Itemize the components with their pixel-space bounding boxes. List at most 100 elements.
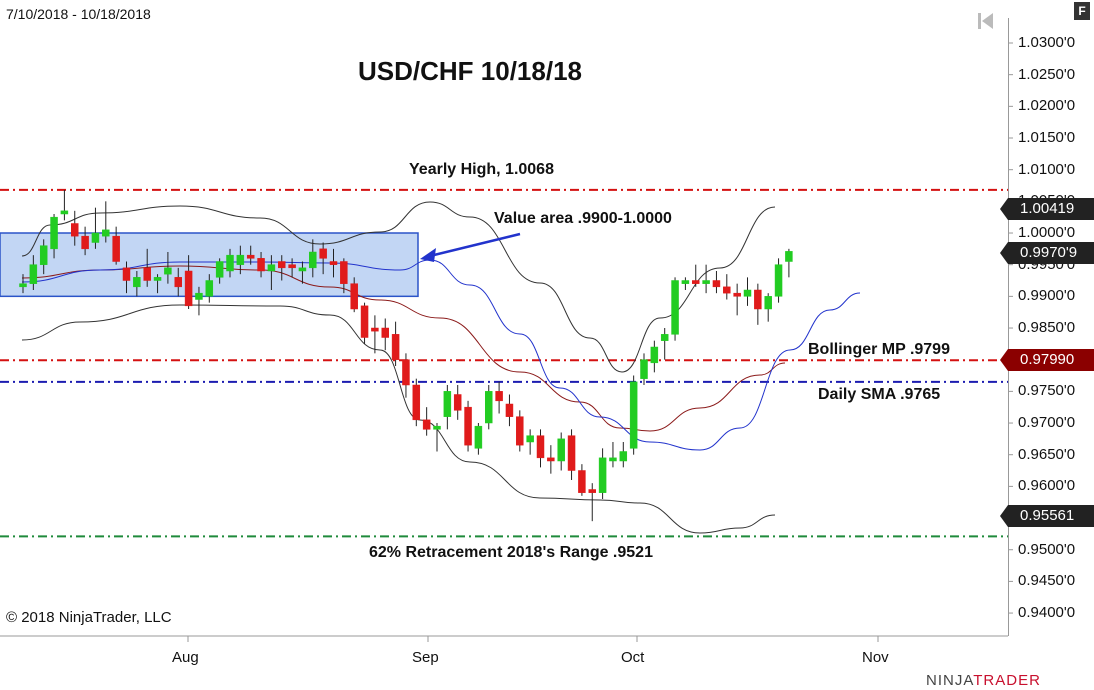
candle bbox=[402, 353, 410, 398]
candle bbox=[226, 248, 234, 278]
candle-body bbox=[422, 419, 431, 430]
candle bbox=[143, 248, 151, 287]
y-tick-label: 1.0250'0 bbox=[1018, 65, 1076, 83]
candle-body bbox=[50, 216, 58, 250]
candle bbox=[485, 385, 493, 430]
bollinger-midpoint-line bbox=[21, 265, 786, 432]
candle bbox=[164, 252, 172, 284]
candle-body bbox=[29, 264, 38, 284]
candle-body bbox=[754, 289, 762, 310]
candle-body bbox=[774, 264, 783, 297]
candle-body bbox=[329, 261, 338, 265]
y-tick-label: 0.9850'0 bbox=[1018, 319, 1076, 337]
candle bbox=[640, 353, 648, 385]
brand-ninja: NINJA bbox=[926, 672, 974, 689]
x-tick-label: Nov bbox=[862, 649, 889, 666]
candle bbox=[474, 423, 483, 455]
y-tick-label: 1.0200'0 bbox=[1018, 97, 1076, 115]
y-tick-label: 1.0000'0 bbox=[1018, 224, 1076, 242]
candle bbox=[754, 283, 762, 325]
y-tick-label: 0.9400'0 bbox=[1018, 604, 1076, 622]
candle bbox=[319, 242, 327, 275]
candle-body bbox=[226, 254, 234, 272]
candle-body bbox=[785, 251, 793, 262]
candle-body bbox=[402, 359, 410, 386]
x-tick-label: Aug bbox=[172, 649, 199, 666]
candle-body bbox=[340, 261, 348, 284]
candle-body bbox=[122, 267, 131, 281]
candle bbox=[60, 189, 69, 221]
candle-body bbox=[547, 457, 555, 462]
candle bbox=[309, 239, 317, 278]
candle bbox=[350, 277, 358, 313]
upper-band-price-tag: 1.00419 bbox=[1000, 198, 1094, 220]
candle bbox=[102, 201, 110, 243]
candle bbox=[340, 258, 348, 294]
candle-body bbox=[650, 346, 659, 364]
candle bbox=[184, 255, 193, 309]
daily-sma-annotation: Daily SMA .9765 bbox=[818, 386, 941, 403]
candle bbox=[267, 255, 276, 290]
value-area-arrow bbox=[420, 232, 521, 262]
bollinger-mp-annotation: Bollinger MP .9799 bbox=[808, 341, 950, 358]
y-tick-label: 0.9450'0 bbox=[1018, 572, 1076, 590]
candle bbox=[712, 271, 721, 294]
candle-body bbox=[195, 292, 203, 300]
candle bbox=[505, 394, 514, 427]
y-tick-label: 0.9900'0 bbox=[1018, 287, 1076, 305]
candle-body bbox=[443, 391, 452, 417]
candle-body bbox=[246, 254, 255, 259]
candle bbox=[619, 442, 628, 468]
candle bbox=[205, 274, 214, 303]
retracement-annotation: 62% Retracement 2018's Range .9521 bbox=[369, 544, 653, 561]
candle bbox=[381, 318, 389, 351]
candle bbox=[598, 448, 607, 499]
candle-body bbox=[309, 251, 317, 269]
candle bbox=[29, 255, 38, 290]
brand-logo: NINJATRADER bbox=[926, 672, 1041, 689]
candle bbox=[588, 483, 596, 522]
y-tick-label: 1.0300'0 bbox=[1018, 34, 1076, 51]
candle-body bbox=[588, 489, 596, 493]
lower-band-price-tag: 0.95561 bbox=[1000, 505, 1094, 527]
y-tick-label: 0.9650'0 bbox=[1018, 445, 1076, 463]
candle-body bbox=[71, 223, 79, 237]
candle bbox=[298, 261, 307, 284]
candle-body bbox=[19, 283, 27, 288]
candle-body bbox=[319, 248, 327, 259]
candle bbox=[112, 226, 120, 265]
candle bbox=[246, 245, 255, 265]
candle-body bbox=[640, 359, 648, 379]
bollinger-upper-band bbox=[21, 201, 776, 373]
candle-body bbox=[205, 280, 214, 297]
candle bbox=[702, 264, 710, 294]
candle bbox=[257, 252, 265, 278]
candle bbox=[453, 385, 462, 420]
candle-body bbox=[81, 235, 89, 250]
candle bbox=[71, 210, 79, 246]
candle bbox=[278, 255, 286, 281]
candle bbox=[288, 258, 296, 278]
y-tick-label: 0.9750'0 bbox=[1018, 382, 1076, 400]
skip-back-icon[interactable] bbox=[976, 10, 996, 32]
candle-body bbox=[236, 254, 245, 265]
candle-body bbox=[133, 277, 141, 288]
candle-body bbox=[474, 425, 483, 449]
candle-body bbox=[712, 280, 721, 288]
candle-body bbox=[743, 289, 752, 297]
candle-body bbox=[184, 270, 193, 307]
candle bbox=[236, 245, 245, 275]
candle bbox=[122, 261, 131, 294]
candle-body bbox=[485, 391, 493, 424]
candle bbox=[360, 302, 369, 344]
format-button[interactable]: F bbox=[1074, 2, 1090, 20]
candle-body bbox=[298, 267, 307, 272]
candle-body bbox=[723, 286, 731, 294]
candle-body bbox=[516, 416, 524, 446]
candle-body bbox=[360, 305, 369, 338]
candle-body bbox=[619, 451, 628, 462]
candle-body bbox=[464, 406, 472, 446]
candle-body bbox=[660, 334, 669, 341]
candle bbox=[785, 248, 793, 278]
